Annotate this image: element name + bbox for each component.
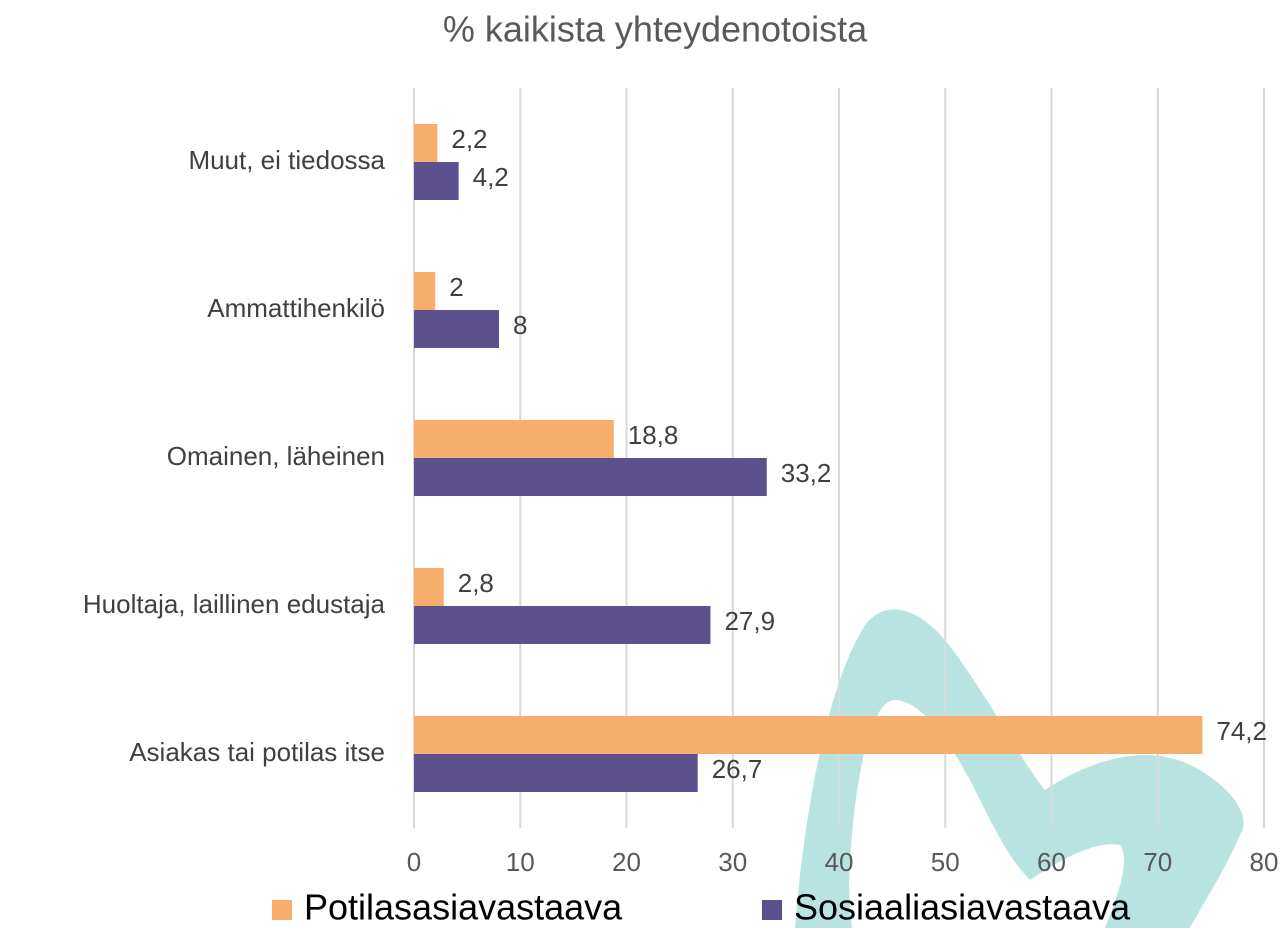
- y-tick-label: Omainen, läheinen: [167, 441, 385, 471]
- x-tick-label: 50: [931, 847, 960, 877]
- x-tick-label: 0: [407, 847, 421, 877]
- bar: [414, 272, 436, 310]
- y-tick-label: Huoltaja, laillinen edustaja: [83, 589, 386, 619]
- data-label: 2,2: [451, 124, 487, 154]
- chart-title: % kaikista yhteydenotoista: [443, 9, 868, 50]
- bar: [414, 716, 1203, 754]
- data-label: 2,8: [458, 568, 494, 598]
- x-tick-label: 30: [718, 847, 747, 877]
- legend-swatch: [762, 900, 782, 920]
- x-tick-label: 80: [1250, 847, 1279, 877]
- bar: [414, 124, 438, 162]
- data-label: 26,7: [712, 754, 763, 784]
- x-tick-label: 20: [612, 847, 641, 877]
- bar: [414, 420, 614, 458]
- data-label: 33,2: [781, 458, 832, 488]
- data-label: 8: [513, 310, 527, 340]
- data-label: 27,9: [724, 606, 775, 636]
- bar: [414, 606, 711, 644]
- x-tick-label: 10: [506, 847, 535, 877]
- bar: [414, 310, 499, 348]
- y-tick-label: Muut, ei tiedossa: [188, 145, 385, 175]
- bar: [414, 458, 767, 496]
- data-label: 74,2: [1216, 716, 1267, 746]
- background-decoration: [795, 609, 1244, 928]
- legend-swatch: [272, 900, 292, 920]
- data-label: 4,2: [473, 162, 509, 192]
- x-tick-label: 60: [1037, 847, 1066, 877]
- bar: [414, 162, 459, 200]
- data-label: 18,8: [628, 420, 679, 450]
- legend-label: Sosiaaliasiavastaava: [794, 887, 1131, 928]
- bar: [414, 754, 698, 792]
- y-tick-label: Asiakas tai potilas itse: [129, 737, 385, 767]
- bar: [414, 568, 444, 606]
- legend-label: Potilasasiavastaava: [304, 887, 623, 928]
- x-tick-label: 70: [1143, 847, 1172, 877]
- data-label: 2: [449, 272, 463, 302]
- y-tick-label: Ammattihenkilö: [207, 293, 385, 323]
- x-tick-label: 40: [825, 847, 854, 877]
